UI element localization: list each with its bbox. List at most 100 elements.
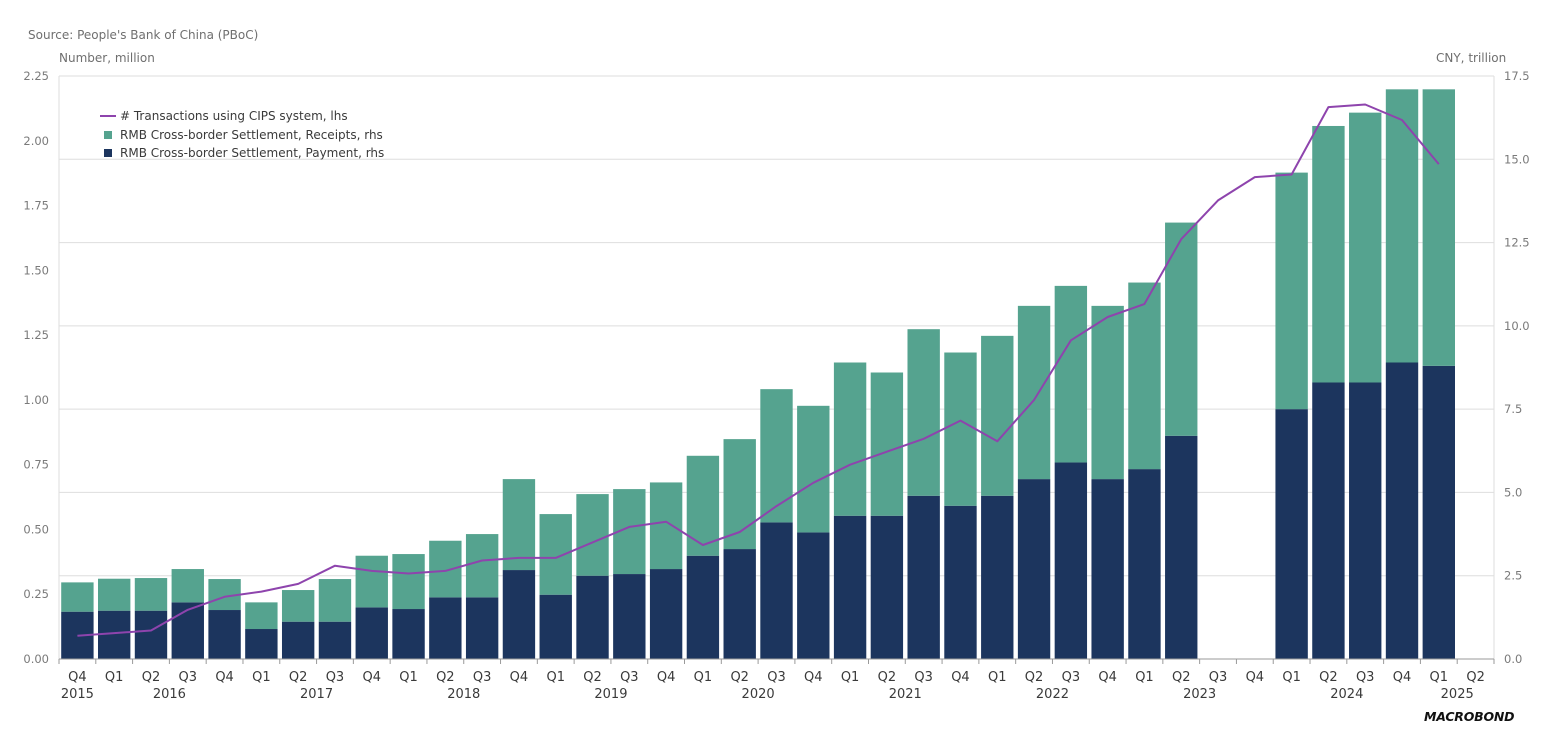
- x-tick-label: Q4: [804, 670, 823, 685]
- bar-receipts: [98, 578, 131, 611]
- bar-payment: [649, 569, 683, 659]
- x-tick-label: Q2: [289, 670, 308, 685]
- legend-label-receipts: RMB Cross-border Settlement, Receipts, r…: [120, 127, 383, 142]
- x-tick-label: Q3: [326, 670, 345, 685]
- x-tick-label: Q4: [657, 670, 676, 685]
- bar-receipts: [1054, 285, 1088, 463]
- bar-receipts: [723, 439, 756, 550]
- bar-payment: [1312, 382, 1345, 659]
- x-tick-label: Q4: [68, 670, 87, 685]
- bar-receipts: [649, 482, 683, 570]
- y-right-tick-label: 2.5: [1504, 569, 1522, 583]
- bar-receipts: [1128, 282, 1161, 470]
- y-right-tick-label: 0.0: [1504, 652, 1522, 666]
- x-tick-label: Q4: [1098, 670, 1117, 685]
- left-axis-unit: Number, million: [59, 51, 155, 65]
- bar-payment: [907, 495, 940, 659]
- x-tick-label: Q1: [399, 670, 418, 685]
- line-cips-transactions: [77, 103, 1440, 637]
- bar-receipts: [134, 578, 168, 611]
- x-tick-label: Q2: [1319, 670, 1338, 685]
- x-tick-label: Q1: [988, 670, 1007, 685]
- legend-label-transactions: # Transactions using CIPS system, lhs: [120, 109, 348, 124]
- legend: # Transactions using CIPS system, lhs RM…: [100, 107, 384, 163]
- bar-payment: [1349, 382, 1382, 659]
- bar-payment: [134, 610, 168, 659]
- bar-payment: [686, 555, 720, 659]
- bar-payment: [318, 621, 352, 659]
- bar-payment: [981, 495, 1014, 659]
- x-tick-label: Q2: [583, 670, 602, 685]
- macrobond-logo: MACROBOND: [1424, 709, 1515, 724]
- bar-receipts: [61, 582, 94, 612]
- bar-payment: [1091, 479, 1124, 659]
- x-tick-label: Q3: [914, 670, 933, 685]
- bar-payment: [576, 575, 609, 659]
- x-tick-label: Q3: [473, 670, 492, 685]
- x-year-label: 2021: [889, 687, 922, 702]
- bar-payment: [797, 532, 830, 659]
- legend-swatch-line: [100, 115, 116, 118]
- bar-receipts: [576, 494, 609, 576]
- bar-receipts: [1312, 125, 1345, 383]
- x-year-label: 2017: [300, 687, 333, 702]
- x-tick-label: Q1: [841, 670, 860, 685]
- x-tick-label: Q3: [767, 670, 786, 685]
- bar-receipts: [1275, 172, 1308, 410]
- bar-receipts: [392, 554, 425, 610]
- bar-receipts: [1017, 305, 1051, 480]
- bar-receipts: [355, 555, 388, 608]
- bar-payment: [392, 609, 425, 659]
- bar-payment: [944, 505, 977, 659]
- bar-receipts: [429, 540, 462, 598]
- bar-payment: [465, 597, 499, 659]
- y-left-tick-label: 1.75: [23, 199, 49, 213]
- y-right-tick-label: 5.0: [1504, 485, 1522, 499]
- bar-payment: [760, 522, 793, 659]
- x-year-label: 2022: [1036, 687, 1069, 702]
- bar-receipts: [1422, 89, 1455, 366]
- source-note: Source: People's Bank of China (PBoC): [28, 28, 259, 42]
- bar-receipts: [907, 329, 940, 496]
- bar-receipts: [539, 514, 572, 595]
- x-tick-label: Q2: [730, 670, 749, 685]
- y-left-tick-label: 0.50: [23, 522, 49, 536]
- legend-label-payment: RMB Cross-border Settlement, Payment, rh…: [120, 146, 385, 161]
- x-year-label: 2018: [447, 687, 480, 702]
- x-tick-label: Q3: [1062, 670, 1081, 685]
- x-year-label: 2019: [594, 687, 627, 702]
- x-tick-label: Q3: [1209, 670, 1228, 685]
- y-left-tick-label: 0.75: [23, 458, 49, 472]
- y-left-tick-label: 2.25: [23, 69, 49, 83]
- y-right-tick-label: 7.5: [1504, 402, 1522, 416]
- x-year-label: 2025: [1441, 687, 1474, 702]
- x-tick-label: Q4: [1246, 670, 1265, 685]
- x-tick-label: Q2: [436, 670, 455, 685]
- y-right-tick-label: 15.0: [1504, 152, 1530, 166]
- bar-payment: [1017, 479, 1051, 659]
- y-left-tick-label: 1.50: [23, 263, 49, 277]
- bar-receipts: [1349, 112, 1382, 383]
- bar-receipts: [944, 352, 977, 506]
- y-left-tick-label: 2.00: [23, 134, 49, 148]
- bar-payment: [723, 549, 756, 659]
- x-tick-label: Q1: [252, 670, 271, 685]
- bar-receipts: [245, 602, 278, 630]
- bar-receipts: [1165, 222, 1198, 436]
- bar-receipts: [1385, 89, 1419, 363]
- legend-swatch-receipts: [104, 130, 112, 139]
- bar-payment: [355, 607, 388, 659]
- x-tick-label: Q4: [951, 670, 970, 685]
- y-right-tick-label: 17.5: [1504, 69, 1530, 83]
- x-tick-label: Q2: [142, 670, 161, 685]
- legend-item-payment: RMB Cross-border Settlement, Payment, rh…: [100, 144, 384, 163]
- bar-receipts: [1091, 305, 1124, 480]
- x-tick-label: Q2: [1172, 670, 1191, 685]
- x-year-label: 2020: [742, 687, 775, 702]
- y-left-tick-label: 0.00: [23, 652, 49, 666]
- x-tick-label: Q3: [179, 670, 198, 685]
- bar-payment: [1128, 469, 1161, 659]
- x-year-label: 2016: [153, 687, 186, 702]
- bar-payment: [171, 602, 204, 659]
